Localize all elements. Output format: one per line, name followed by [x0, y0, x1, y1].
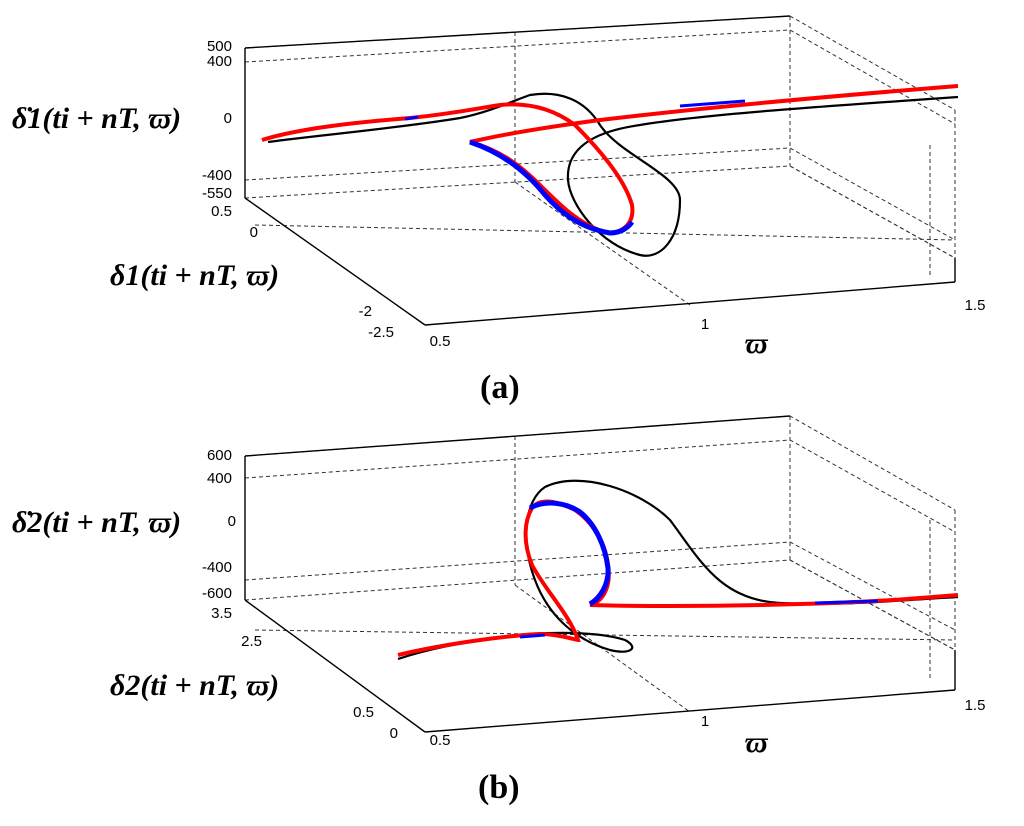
panel-a-y-tick: -2	[359, 303, 372, 320]
panel-a-y-tick: 0	[250, 224, 258, 241]
panel-a-z-tick: -400	[202, 167, 232, 184]
panel-a-x-label: ϖ	[745, 327, 769, 360]
panel-a-y-tick: 0.5	[211, 203, 232, 220]
panel-b-z-tick: 0	[228, 513, 236, 530]
panel-b-z-tick: 400	[207, 470, 232, 487]
panel-b-z-tick: -400	[202, 559, 232, 576]
panel-b-label: (b)	[478, 769, 520, 806]
panel-b-series-red	[397, 499, 959, 657]
panel-b-series-blue	[528, 500, 611, 607]
panel-a-y-label: δ1(ti + nT, ϖ)	[110, 259, 279, 292]
panel-a-z-tick: 0	[224, 110, 232, 127]
panel-b-z-tick: -600	[202, 585, 232, 602]
panel-b-z-label: δ̇2(ti + nT, ϖ)	[12, 506, 181, 539]
panel-b-series-black	[397, 479, 959, 661]
panel-a-y-tick: -2.5	[368, 324, 394, 341]
panel-a-z-tick: 400	[207, 53, 232, 70]
panel-b-x-tick: 0.5	[430, 732, 451, 749]
panel-b-y-tick: 0	[390, 725, 398, 742]
panel-b-y-tick: 3.5	[211, 605, 232, 622]
panel-a-axes	[244, 15, 956, 326]
panel-b-grid	[244, 415, 956, 713]
panel-b-y-tick: 0.5	[353, 704, 374, 721]
panel-b: 600 400 0 -400 -600 3.5 2.5 0.5 0 0.5 1 …	[12, 415, 986, 806]
panel-b-x-tick: 1	[701, 713, 709, 730]
panel-a-label: (a)	[480, 369, 520, 406]
panel-a-x-tick: 0.5	[430, 333, 451, 350]
panel-b-y-tick: 2.5	[241, 633, 262, 650]
panel-a-z-tick: 500	[207, 38, 232, 55]
panel-a-x-tick: 1.5	[965, 297, 986, 314]
panel-a-series-red	[261, 84, 959, 235]
panel-a-z-tick: -550	[202, 185, 232, 202]
panel-a-x-tick: 1	[701, 316, 709, 333]
panel-a-series-blue	[469, 139, 635, 236]
panel-b-y-label: δ2(ti + nT, ϖ)	[110, 669, 279, 702]
panel-a: 500 400 0 -400 -550 0.5 0 -2 -2.5 0.5 1 …	[12, 15, 986, 406]
panel-b-z-tick: 600	[207, 447, 232, 464]
panel-a-series-blue-marks	[404, 99, 746, 121]
panel-b-x-label: ϖ	[745, 726, 769, 759]
panel-b-series-blue-marks	[519, 599, 879, 639]
panel-b-axes	[244, 415, 956, 733]
panel-a-series-black	[267, 92, 959, 257]
panel-a-grid	[244, 15, 956, 306]
panel-b-x-tick: 1.5	[965, 697, 986, 714]
panel-a-z-label: δ̇1(ti + nT, ϖ)	[12, 102, 181, 135]
